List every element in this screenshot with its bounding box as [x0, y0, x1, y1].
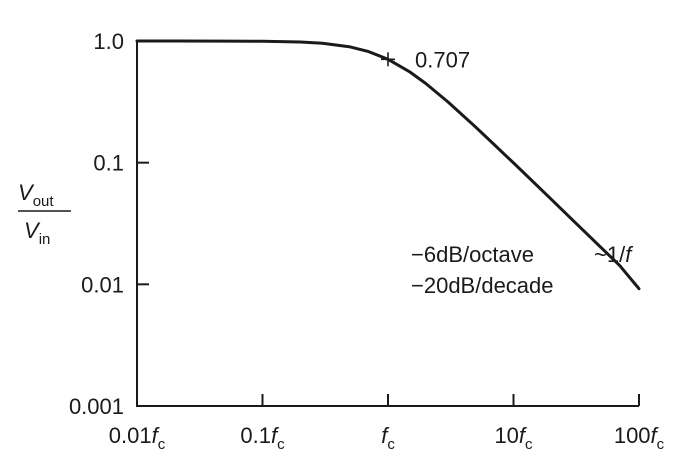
y-label-denominator: Vin	[24, 218, 50, 248]
x-tick-label-sub-0: c	[158, 436, 166, 453]
y-tick-label-1: 0.1	[93, 151, 124, 176]
x-tick-label-var-1: f	[271, 423, 280, 448]
x-tick-label-0: 0.01fc	[109, 423, 166, 453]
axis-ticks	[136, 40, 640, 407]
series-line-response	[135, 39, 641, 291]
y-label-num-sub: out	[33, 193, 55, 210]
slope-octave-label: −6dB/octave	[411, 242, 534, 267]
x-tick-label-3: 10fc	[494, 423, 533, 453]
asymptote-var: f	[625, 242, 634, 267]
y-label-den-sub: in	[39, 231, 51, 248]
x-tick-label-sub-4: c	[657, 436, 665, 453]
axes-frame	[136, 41, 639, 407]
asymptote-prefix: ~1/	[594, 242, 626, 267]
y-axis-label: Vout Vin	[18, 180, 71, 248]
y-tick-label-3: 0.001	[69, 394, 124, 419]
x-tick-label-sub-2: c	[387, 436, 395, 453]
x-tick-label-num-3: 10	[494, 423, 518, 448]
y-label-num-var: V	[18, 180, 35, 205]
x-tick-label-sub-1: c	[277, 436, 285, 453]
x-tick-label-var-0: f	[152, 423, 161, 448]
y-label-den-var: V	[24, 218, 41, 243]
x-tick-label-num-0: 0.01	[109, 423, 152, 448]
cutoff-marker	[381, 52, 395, 67]
x-tick-label-var-3: f	[519, 423, 528, 448]
y-tick-label-0: 1.0	[93, 29, 124, 54]
x-tick-label-var-4: f	[651, 423, 660, 448]
x-tick-label-sub-3: c	[525, 436, 533, 453]
cutoff-value-label: 0.707	[415, 47, 470, 72]
y-tick-label-2: 0.01	[81, 272, 124, 297]
x-tick-label-1: 0.1fc	[240, 423, 285, 453]
y-label-numerator: Vout	[18, 180, 54, 210]
x-tick-label-var-2: f	[381, 423, 390, 448]
x-tick-label-4: 100fc	[614, 423, 665, 453]
asymptote-label: ~1/f	[594, 242, 634, 267]
slope-decade-label: −20dB/decade	[411, 273, 554, 298]
x-tick-label-2: fc	[381, 423, 395, 453]
x-tick-label-num-1: 0.1	[240, 423, 271, 448]
x-tick-label-num-4: 100	[614, 423, 651, 448]
